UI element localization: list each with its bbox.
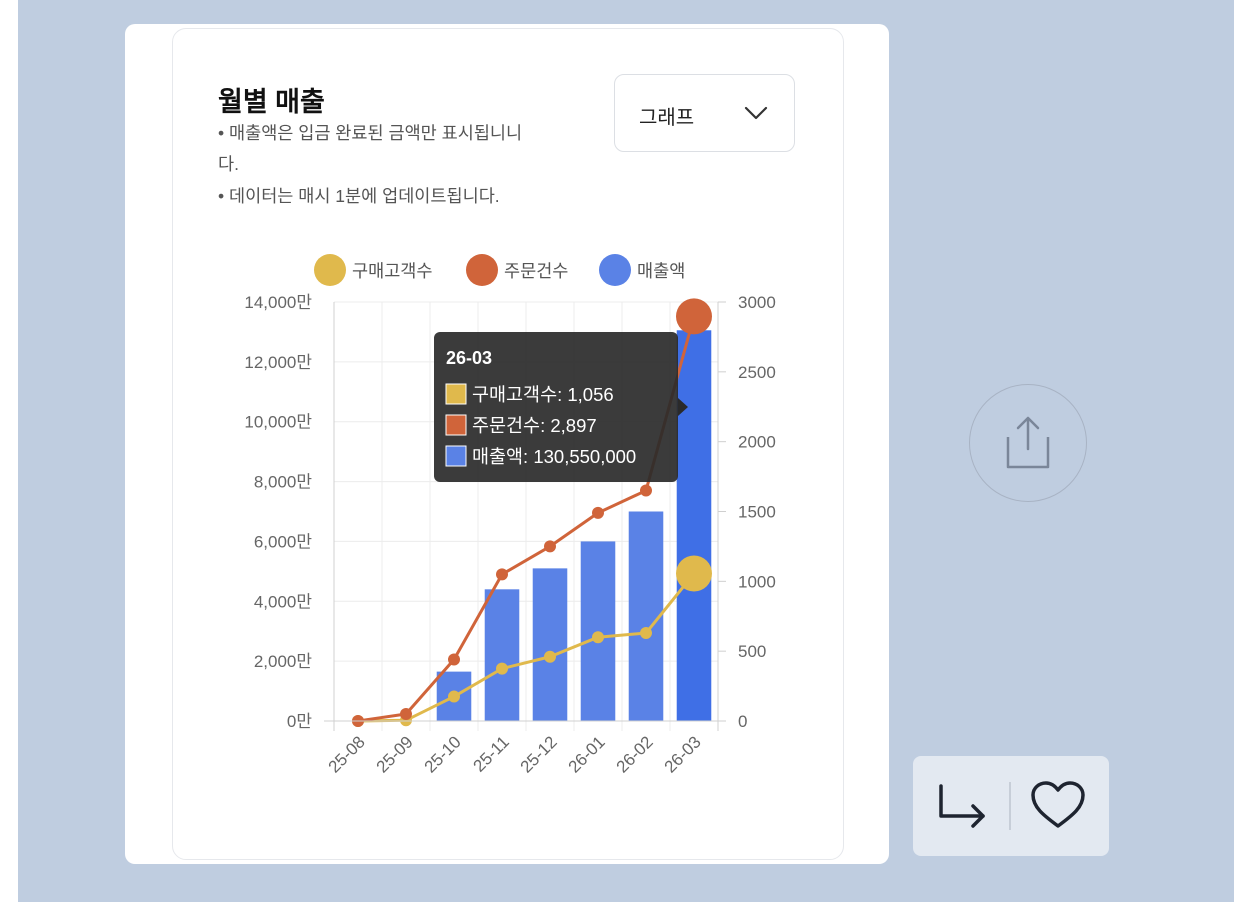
tooltip-line: 주문건수: 2,897 bbox=[472, 415, 597, 436]
tooltip-title: 26-03 bbox=[446, 348, 492, 368]
line-series bbox=[352, 298, 712, 727]
x-tick-label: 25-12 bbox=[517, 732, 561, 776]
x-axis: 25-08 25-09 25-10 25-11 25-12 26-01 26-02 26-03 bbox=[324, 720, 718, 777]
bar bbox=[532, 568, 568, 721]
legend-label: 구매고객수 bbox=[352, 261, 433, 281]
view-select-value: 그래프 bbox=[639, 107, 695, 129]
y-right-tick-label: 3000 bbox=[738, 293, 776, 312]
data-point bbox=[544, 540, 556, 553]
y-right-tick-label: 1500 bbox=[738, 503, 776, 522]
x-tick-label: 26-01 bbox=[565, 732, 609, 776]
y-left-tick-label: 4,000만 bbox=[254, 592, 313, 611]
data-point bbox=[448, 653, 460, 666]
legend-label: 주문건수 bbox=[504, 261, 568, 281]
y-axis-left: 0만 2,000만 4,000만 6,000만 8,000만 10,000만 12,000만… bbox=[244, 293, 335, 731]
bar-series bbox=[436, 330, 712, 721]
bar bbox=[628, 511, 664, 721]
tooltip-swatch bbox=[445, 445, 467, 467]
tooltip-line: 매출액: 130,550,000 bbox=[472, 446, 636, 467]
y-left-tick-label: 12,000만 bbox=[244, 353, 312, 372]
data-point bbox=[496, 662, 508, 675]
data-point bbox=[592, 506, 604, 519]
bar bbox=[484, 589, 520, 721]
series-line bbox=[357, 572, 696, 723]
data-point bbox=[676, 555, 712, 592]
y-left-tick-label: 0만 bbox=[287, 712, 312, 731]
y-left-tick-label: 2,000만 bbox=[254, 652, 313, 671]
tooltip-swatch bbox=[445, 414, 467, 436]
chart-note-2: • 데이터는 매시 1분에 업데이트됩니다. bbox=[218, 186, 500, 206]
view-select[interactable]: 그래프 bbox=[614, 74, 795, 152]
data-point bbox=[496, 568, 508, 581]
legend-label: 매출액 bbox=[637, 261, 685, 281]
bar bbox=[676, 330, 712, 721]
data-point bbox=[640, 627, 652, 640]
data-point bbox=[592, 631, 604, 644]
y-right-tick-label: 1000 bbox=[738, 572, 776, 591]
heart-icon[interactable] bbox=[1029, 780, 1087, 832]
legend-swatch bbox=[314, 254, 346, 286]
data-point bbox=[400, 708, 412, 721]
legend-swatch bbox=[466, 254, 498, 286]
y-right-tick-label: 2500 bbox=[738, 363, 776, 382]
x-tick-label: 26-03 bbox=[661, 732, 705, 776]
y-left-tick-label: 14,000만 bbox=[244, 293, 312, 312]
series-line bbox=[357, 315, 696, 723]
x-tick-label: 25-11 bbox=[470, 732, 513, 775]
chart-note-1-cont: 다. bbox=[218, 154, 239, 174]
chart-note-1: • 매출액은 입금 완료된 금액만 표시됩니니 bbox=[218, 123, 523, 143]
y-left-tick-label: 6,000만 bbox=[254, 532, 313, 551]
data-point bbox=[676, 298, 712, 335]
chart-legend: 구매고객수 주문건수 매출액 bbox=[314, 254, 685, 286]
chevron-down-icon bbox=[744, 106, 768, 120]
chart-tooltip: 26-03 구매고객수: 1,056 주문건수: 2,897 매출액: 130,550… bbox=[434, 332, 688, 482]
y-left-tick-label: 8,000만 bbox=[254, 473, 313, 492]
y-right-tick-label: 0 bbox=[738, 712, 747, 731]
actions-divider bbox=[1009, 782, 1011, 830]
data-point bbox=[448, 690, 460, 703]
data-point bbox=[544, 650, 556, 663]
y-left-tick-label: 10,000만 bbox=[244, 413, 312, 432]
data-point bbox=[640, 484, 652, 497]
x-tick-label: 25-08 bbox=[325, 732, 369, 776]
reply-arrow-icon[interactable] bbox=[935, 782, 991, 832]
y-axis-right: 0 500 1000 1500 2000 2500 3000 bbox=[717, 293, 776, 731]
share-icon bbox=[1006, 416, 1050, 469]
message-actions bbox=[913, 756, 1109, 856]
x-tick-label: 25-09 bbox=[373, 732, 417, 776]
tooltip-line: 구매고객수: 1,056 bbox=[472, 384, 614, 405]
x-tick-label: 26-02 bbox=[613, 732, 657, 776]
tooltip-swatch bbox=[445, 383, 467, 405]
y-right-tick-label: 2000 bbox=[738, 433, 776, 452]
chart-title: 월별 매출 bbox=[218, 87, 325, 117]
share-button[interactable] bbox=[969, 384, 1087, 502]
legend-swatch bbox=[599, 254, 631, 286]
x-tick-label: 25-10 bbox=[421, 732, 465, 776]
tooltip-pointer bbox=[678, 398, 688, 416]
y-right-tick-label: 500 bbox=[738, 642, 766, 661]
tooltip-box bbox=[434, 332, 678, 482]
